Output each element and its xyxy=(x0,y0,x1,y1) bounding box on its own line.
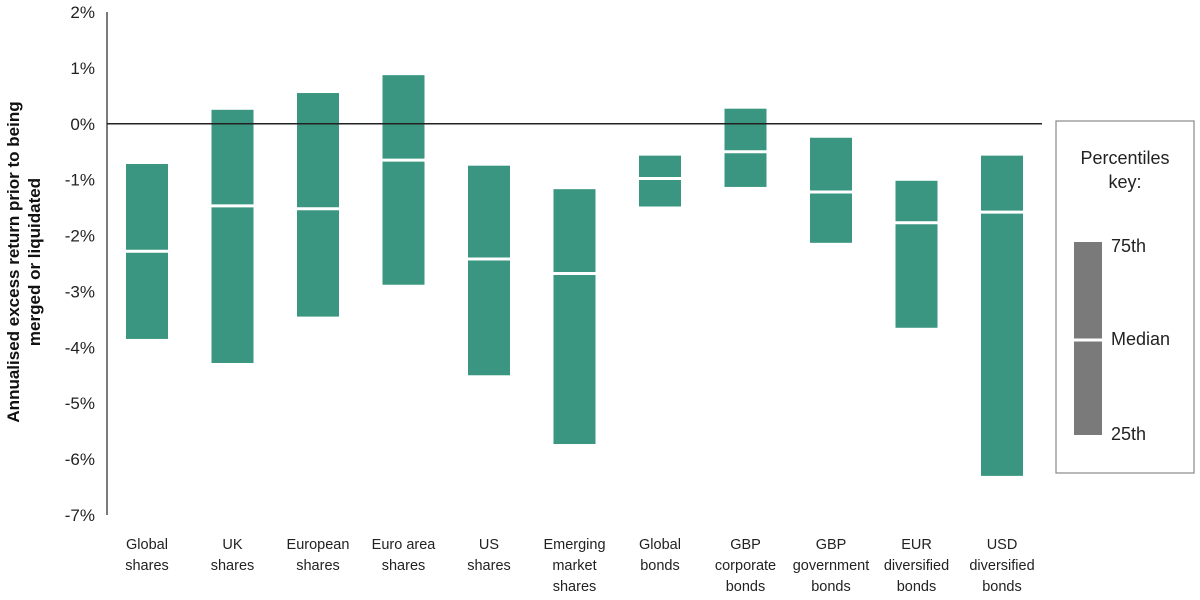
category-label: GBP government bonds xyxy=(793,537,870,595)
category-label: USD diversified bonds xyxy=(969,537,1034,595)
category-label-line: bonds xyxy=(897,579,937,595)
category-label-line: US xyxy=(479,537,499,553)
percentile-bar xyxy=(211,109,254,363)
category-label-line: shares xyxy=(382,558,426,574)
y-tick-label: -3% xyxy=(65,282,95,301)
y-axis-label: Annualised excess return prior to being m… xyxy=(4,101,44,422)
category-label: EUR diversified bonds xyxy=(884,537,949,595)
y-tick-label: -4% xyxy=(65,338,95,357)
category-label-line: EUR xyxy=(901,537,932,553)
category-label-line: government xyxy=(793,558,870,574)
category-label-line: GBP xyxy=(816,537,847,553)
category-label: Global shares xyxy=(125,537,169,574)
category-label-line: shares xyxy=(553,579,597,595)
category-label-line: USD xyxy=(987,537,1018,553)
y-tick-label: 2% xyxy=(70,3,95,22)
y-tick-label: -7% xyxy=(65,506,95,525)
y-tick-label: -6% xyxy=(65,450,95,469)
category-label-line: Euro area xyxy=(372,537,437,553)
y-tick-label: -2% xyxy=(65,227,95,246)
legend-title: Percentiles xyxy=(1080,148,1169,168)
category-label-line: bonds xyxy=(640,558,680,574)
y-tick-label: 1% xyxy=(70,59,95,78)
percentile-bar xyxy=(553,189,596,445)
category-label-line: shares xyxy=(296,558,340,574)
y-axis-title-line: Annualised excess return prior to being xyxy=(4,101,23,422)
category-label-line: Emerging xyxy=(543,537,605,553)
category-label: European shares xyxy=(287,537,350,574)
bars xyxy=(107,75,1042,476)
percentile-bar xyxy=(810,137,852,243)
category-label: Euro area shares xyxy=(372,537,437,574)
percentile-bar xyxy=(724,108,767,187)
category-label-line: shares xyxy=(467,558,511,574)
category-label-line: Global xyxy=(126,537,168,553)
y-tick-label: -1% xyxy=(65,171,95,190)
legend: Percentiles key: 75th Median 25th xyxy=(1055,120,1195,474)
y-tick-label: -5% xyxy=(65,394,95,413)
percentile-bar xyxy=(895,180,938,328)
category-label-line: market xyxy=(552,558,596,574)
category-label-line: shares xyxy=(211,558,255,574)
category-label-line: Global xyxy=(639,537,681,553)
y-tick-label: 0% xyxy=(70,115,95,134)
category-label: US shares xyxy=(467,537,511,574)
category-label: Emerging market shares xyxy=(543,537,605,595)
category-label-line: bonds xyxy=(726,579,766,595)
percentile-bar xyxy=(981,155,1023,476)
y-axis-title-line: merged or liquidated xyxy=(25,178,44,346)
category-label-line: shares xyxy=(125,558,169,574)
legend-median-label: Median xyxy=(1111,329,1170,349)
percentile-bar xyxy=(297,93,339,317)
category-label-line: GBP xyxy=(730,537,761,553)
category-label-line: bonds xyxy=(982,579,1022,595)
category-label-line: bonds xyxy=(811,579,851,595)
percentile-bar xyxy=(639,155,681,207)
category-label-line: UK xyxy=(222,537,242,553)
category-label-line: corporate xyxy=(715,558,776,574)
percentile-bar xyxy=(468,165,510,376)
legend-25th-label: 25th xyxy=(1111,424,1146,444)
y-axis-title: Annualised excess return prior to being m… xyxy=(4,101,44,422)
category-label: Global bonds xyxy=(639,537,681,574)
y-axis: 2% 1% 0% -1% -2% -3% -4% -5% -6% -7% xyxy=(65,3,108,525)
legend-title: key: xyxy=(1108,172,1141,192)
legend-75th-label: 75th xyxy=(1111,236,1146,256)
category-label-line: diversified xyxy=(884,558,949,574)
category-label-line: European xyxy=(287,537,350,553)
category-label-line: diversified xyxy=(969,558,1034,574)
category-label: UK shares xyxy=(211,537,255,574)
category-label: GBP corporate bonds xyxy=(715,537,776,595)
percentile-bar xyxy=(382,75,425,285)
